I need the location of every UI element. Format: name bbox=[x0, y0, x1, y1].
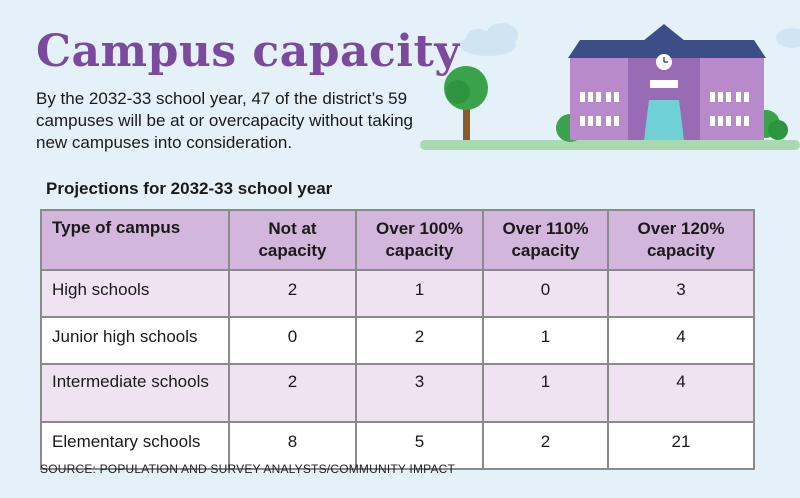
table-cell: 2 bbox=[228, 363, 357, 423]
cloud-icon bbox=[776, 28, 800, 48]
page-title: Campus capacity bbox=[36, 26, 461, 77]
table-cell: 1 bbox=[355, 269, 484, 318]
row-label: Intermediate schools bbox=[40, 363, 230, 423]
row-label: High schools bbox=[40, 269, 230, 318]
table-cell: 4 bbox=[607, 316, 755, 365]
table-row: Elementary schools 8 5 2 21 bbox=[40, 421, 755, 470]
column-header: Type of campus bbox=[40, 209, 230, 271]
source-note: SOURCE: POPULATION AND SURVEY ANALYSTS/C… bbox=[40, 462, 456, 476]
row-label: Junior high schools bbox=[40, 316, 230, 365]
table-title: Projections for 2032-33 school year bbox=[46, 179, 333, 198]
capacity-table: Type of campus Not at capacity Over 100%… bbox=[40, 209, 755, 470]
tree-icon bbox=[444, 66, 488, 140]
ground-strip bbox=[420, 140, 800, 150]
column-header: Over 120% capacity bbox=[607, 209, 755, 271]
table-cell: 3 bbox=[355, 363, 484, 423]
table-header-row: Type of campus Not at capacity Over 100%… bbox=[40, 209, 755, 271]
table-row: Junior high schools 0 2 1 4 bbox=[40, 316, 755, 365]
table-cell: 1 bbox=[482, 363, 609, 423]
table-cell: 2 bbox=[482, 421, 609, 470]
table-cell: 2 bbox=[355, 316, 484, 365]
table-cell: 21 bbox=[607, 421, 755, 470]
column-header: Not at capacity bbox=[228, 209, 357, 271]
school-building-icon bbox=[568, 24, 766, 140]
page-subtitle: By the 2032-33 school year, 47 of the di… bbox=[36, 89, 414, 152]
table-cell: 8 bbox=[228, 421, 357, 470]
table-cell: 0 bbox=[228, 316, 357, 365]
column-header: Over 110% capacity bbox=[482, 209, 609, 271]
door-icon bbox=[644, 100, 684, 140]
table-cell: 3 bbox=[607, 269, 755, 318]
table-row: High schools 2 1 0 3 bbox=[40, 269, 755, 318]
table-cell: 5 bbox=[355, 421, 484, 470]
shrub-icon bbox=[768, 120, 788, 140]
table-cell: 0 bbox=[482, 269, 609, 318]
table-cell: 1 bbox=[482, 316, 609, 365]
column-header: Over 100% capacity bbox=[355, 209, 484, 271]
school-illustration bbox=[420, 23, 800, 150]
table-cell: 2 bbox=[228, 269, 357, 318]
row-label: Elementary schools bbox=[40, 421, 230, 470]
table-row: Intermediate schools 2 3 1 4 bbox=[40, 363, 755, 423]
table-cell: 4 bbox=[607, 363, 755, 423]
cloud-icon bbox=[460, 23, 518, 56]
